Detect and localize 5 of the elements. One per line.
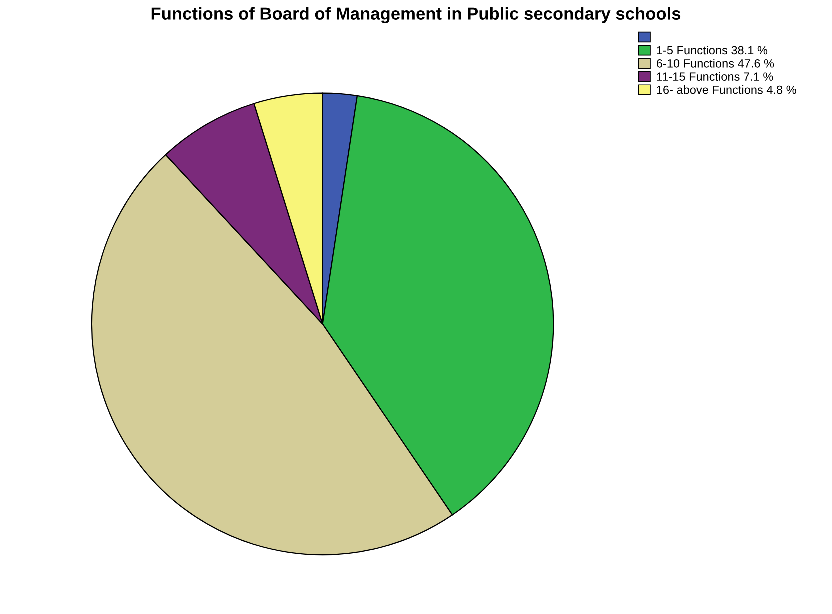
legend-label: 6-10 Functions 47.6 % — [657, 59, 774, 68]
legend-label: 11-15 Functions 7.1 % — [657, 72, 774, 82]
chart-title: Functions of Board of Management in Public secondary schools — [152, 7, 681, 24]
legend-label: 1-5 Functions 38.1 % — [657, 46, 768, 55]
legend-label: 16- above Functions 4.8 % — [657, 86, 796, 94]
